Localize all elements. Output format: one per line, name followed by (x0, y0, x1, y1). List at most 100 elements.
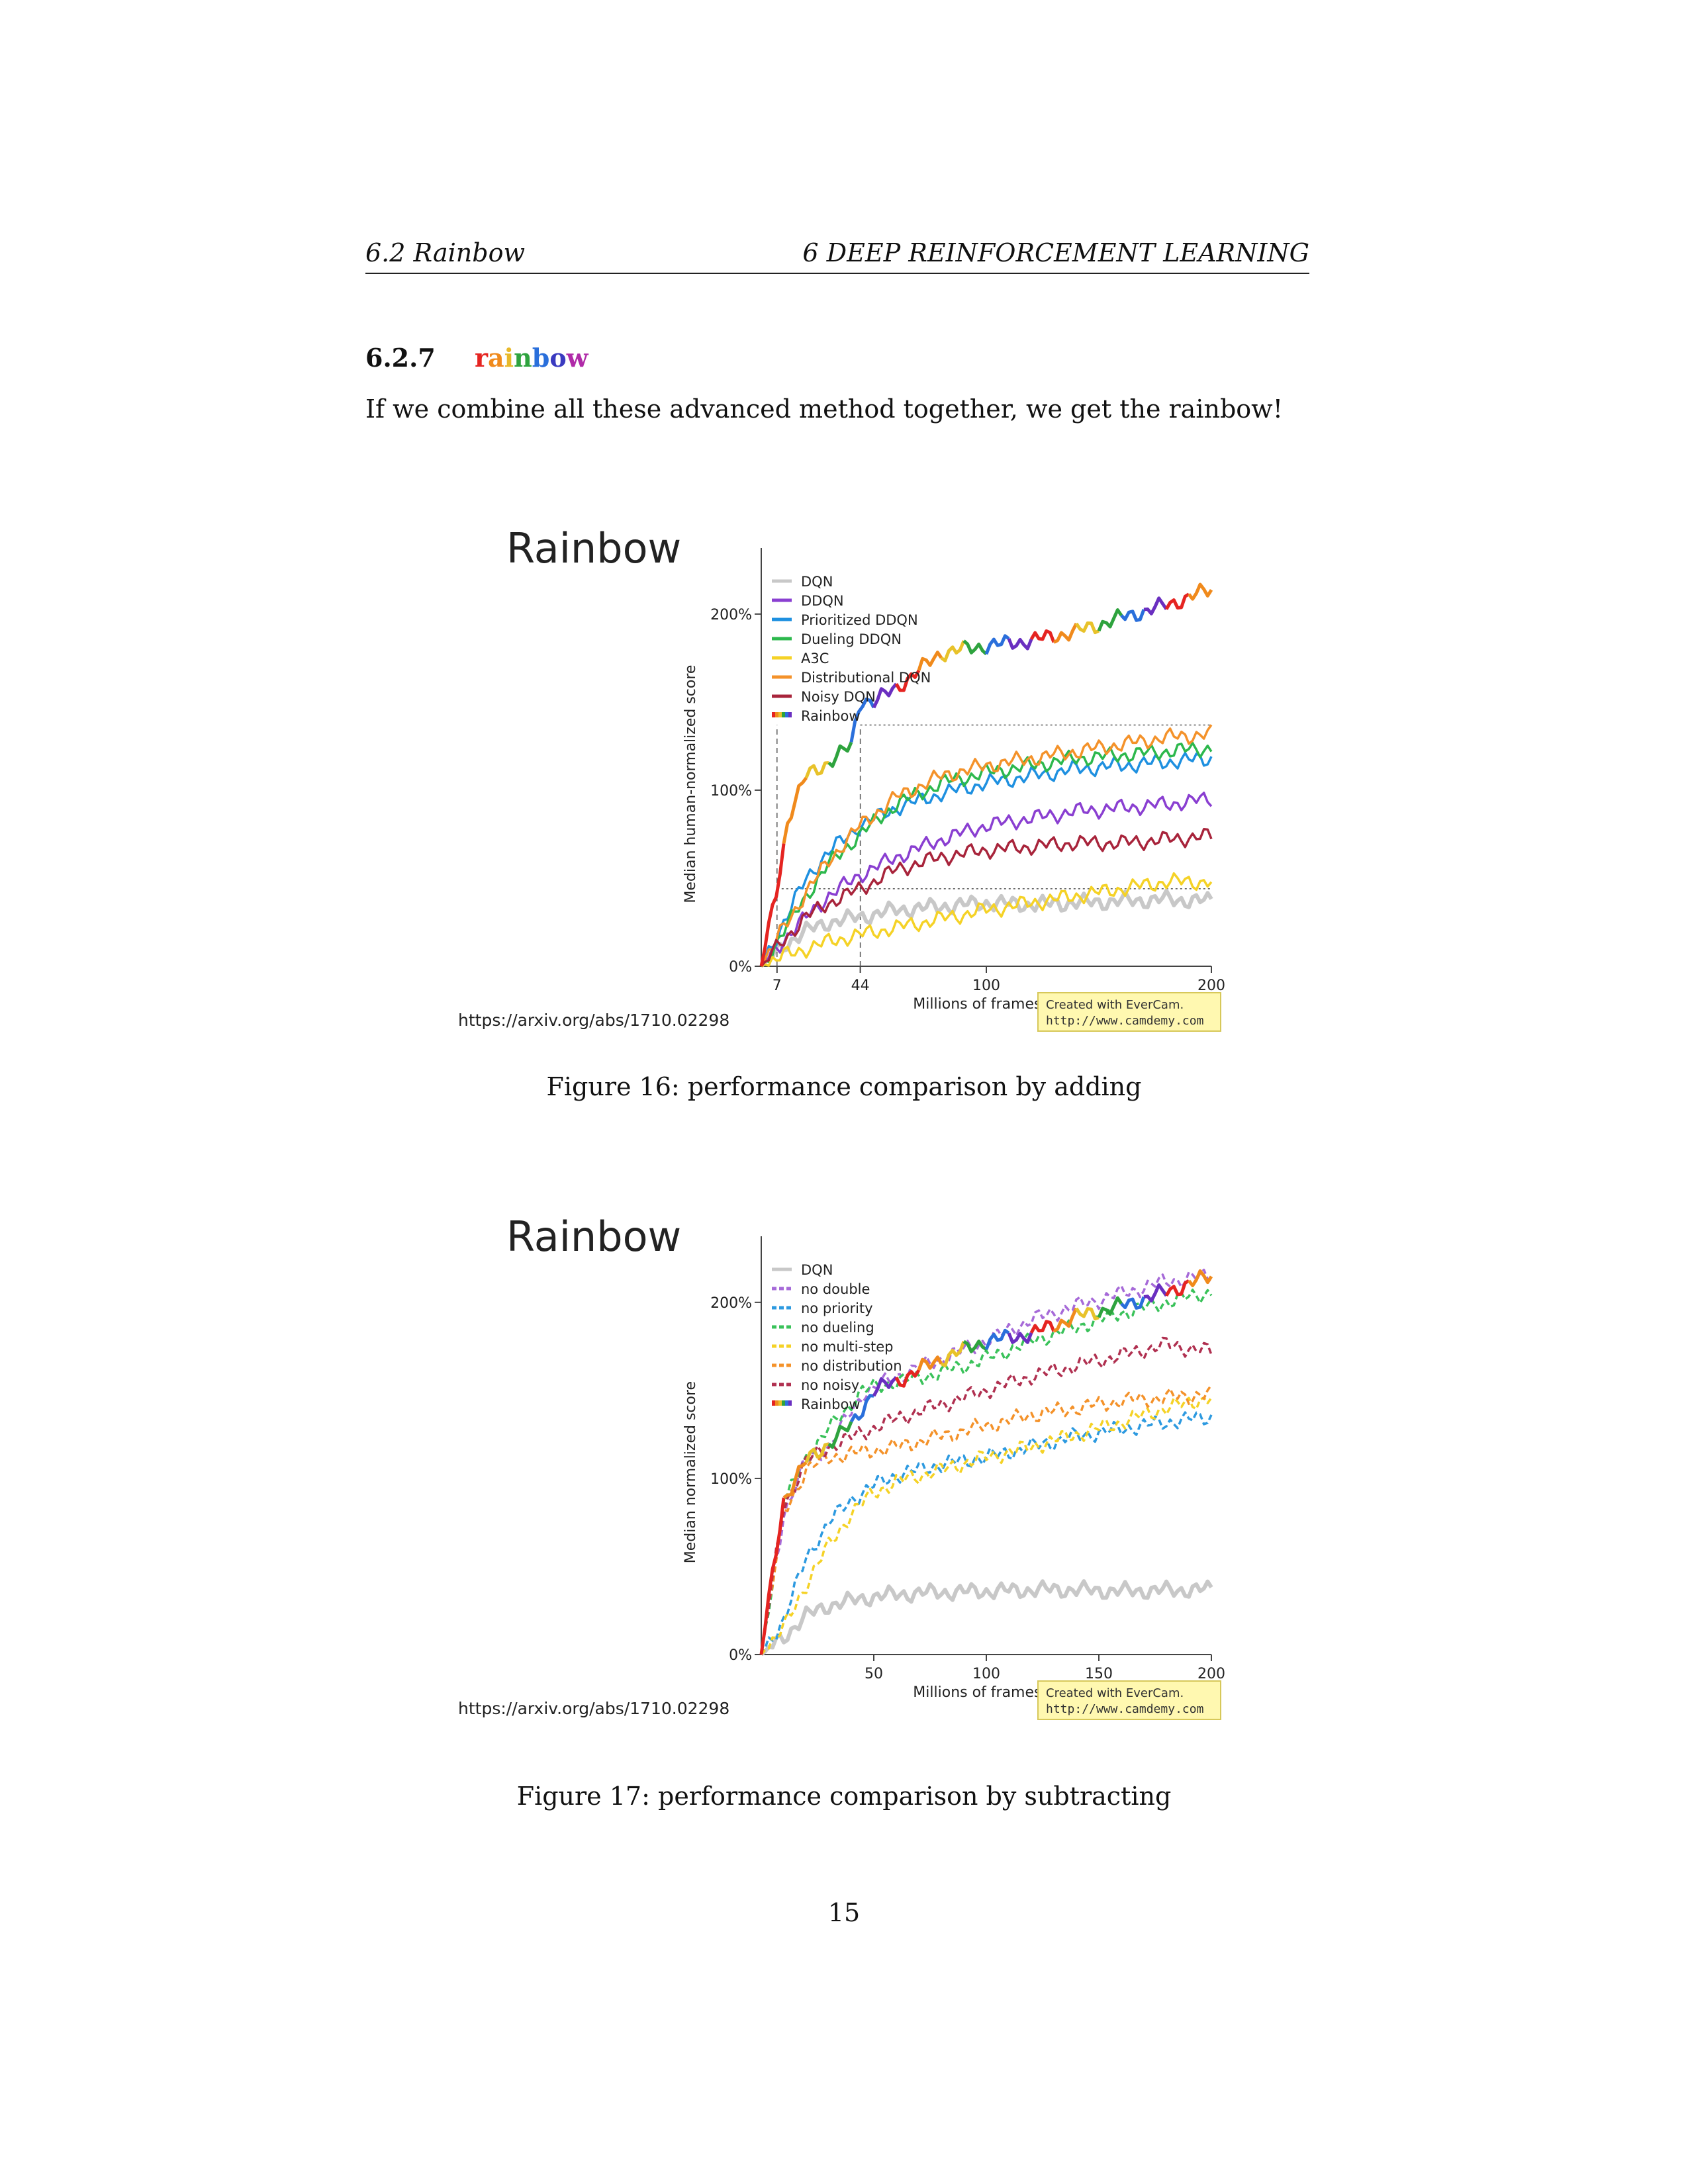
series-line-rainbow (827, 1421, 853, 1449)
legend-label: Distributional DQN (801, 670, 931, 686)
series-line-rainbow (1029, 629, 1056, 643)
series-line-rainbow (849, 1394, 874, 1423)
figure-17: Rainbow https://arxiv.org/abs/1710.02298 0… (424, 1191, 1238, 1734)
legend-label: A3C (801, 651, 829, 666)
series-line-rainbow (804, 760, 829, 779)
series-line-rainbow (1120, 1296, 1146, 1310)
figure-17-caption: Figure 17: performance comparison by sub… (516, 1782, 1172, 1811)
legend-label: no distribution (801, 1358, 902, 1374)
x-tick-label: 44 (851, 978, 870, 994)
x-tick-label: 150 (1085, 1666, 1113, 1682)
series-line-rainbow (782, 1461, 808, 1499)
section-heading: 6.2.7 rainbow (365, 343, 588, 373)
series-line-rainbow (917, 1355, 943, 1371)
y-tick-label: 0% (729, 1647, 752, 1664)
legend-label: Dueling DDQN (801, 631, 902, 647)
series-line-rainbow (1143, 596, 1168, 615)
series-line-rainbow (917, 651, 943, 671)
series-line-a3c (761, 872, 1213, 968)
series-line-rainbow (1164, 592, 1190, 610)
chart-source-url: https://arxiv.org/abs/1710.02298 (458, 1699, 729, 1718)
series-line-rainbow (1007, 637, 1033, 651)
series-line-rainbow (940, 1340, 966, 1368)
watermark-line-2: http://www.camdemy.com (1046, 1014, 1203, 1028)
series-line-rainbow (759, 1497, 786, 1655)
x-tick-label: 200 (1197, 978, 1225, 994)
running-header: 6.2 Rainbow 6 DEEP REINFORCEMENT LEARNIN… (365, 236, 1309, 274)
figure-16: Rainbow https://arxiv.org/abs/1710.02298 0… (424, 503, 1238, 1046)
chart-svg: Rainbow https://arxiv.org/abs/1710.02298 0… (458, 1212, 1225, 1720)
legend-label: Rainbow (801, 708, 861, 724)
chart-source-url: https://arxiv.org/abs/1710.02298 (458, 1011, 729, 1030)
legend-label: DQN (801, 574, 833, 590)
legend-label: Prioritized DDQN (801, 612, 918, 628)
legend-swatch-rainbow (772, 712, 775, 717)
x-axis-label: Millions of frames (913, 1684, 1041, 1701)
legend-swatch-rainbow (785, 1400, 788, 1406)
legend-label: Noisy DQN (801, 689, 876, 705)
series-line-dqn (760, 1579, 1213, 1657)
section-title-letter: b (532, 343, 550, 373)
legend-swatch-rainbow (782, 1400, 785, 1406)
series-line-rainbow (1188, 1269, 1213, 1288)
chart-title: Rainbow (506, 524, 681, 572)
series-line-rainbow (1074, 1307, 1100, 1321)
legend-label: DQN (801, 1262, 833, 1278)
section-title-letter: w (566, 343, 588, 373)
y-tick-label: 100% (710, 783, 752, 799)
y-tick-label: 100% (710, 1471, 752, 1488)
y-tick-label: 200% (710, 607, 752, 623)
x-tick-label: 7 (773, 978, 782, 994)
legend-swatch-rainbow (772, 1400, 775, 1406)
series-line-rainbow (1007, 1332, 1033, 1344)
series-line-rainbow (1143, 1283, 1168, 1303)
legend-swatch-rainbow (788, 1400, 792, 1406)
series-line-ddqn (760, 792, 1213, 968)
series-line-rainbow (1097, 1296, 1123, 1318)
series-line-rainbow (1053, 623, 1078, 644)
series-line-rainbow (759, 843, 786, 967)
legend-swatch-rainbow (775, 712, 778, 717)
legend-label: DDQN (801, 593, 844, 609)
series-line-rainbow (984, 1328, 1010, 1350)
y-tick-label: 0% (729, 959, 752, 976)
series-line-rainbow (962, 1340, 988, 1353)
series-line-rainbow (894, 1369, 921, 1388)
legend-label: no double (801, 1281, 870, 1297)
watermark-line-1: Created with EverCam. (1046, 1686, 1184, 1700)
legend-label: no multi-step (801, 1339, 894, 1355)
section-title-letter: r (475, 343, 489, 373)
series-line-no-multi-step (760, 1396, 1213, 1656)
series-line-rainbow (827, 741, 853, 768)
series-line-rainbow (1164, 1279, 1190, 1297)
series-line-rainbow (804, 1442, 829, 1463)
series-line-no-distribution (760, 1384, 1213, 1655)
watermark-line-1: Created with EverCam. (1046, 998, 1184, 1012)
y-tick-label: 200% (710, 1295, 752, 1312)
series-line-rainbow (940, 640, 966, 662)
series-line-rainbow (1188, 582, 1213, 601)
legend-label: no dueling (801, 1320, 874, 1336)
header-chapter: 6 DEEP REINFORCEMENT LEARNING (802, 238, 1309, 267)
section-title: rainbow (475, 343, 588, 373)
chart-title: Rainbow (506, 1212, 681, 1261)
section-title-letter: a (488, 343, 504, 373)
legend-label: no priority (801, 1300, 873, 1316)
chart-svg: Rainbow https://arxiv.org/abs/1710.02298 0… (458, 524, 1225, 1032)
series-line-rainbow (1053, 1307, 1078, 1333)
series-line-prioritized-ddqn (760, 752, 1213, 967)
series-line-rainbow (1074, 621, 1100, 635)
series-line-rainbow (962, 639, 988, 656)
section-number: 6.2.7 (365, 343, 436, 373)
figure-16-caption: Figure 16: performance comparison by add… (546, 1072, 1142, 1101)
watermark-box (1037, 992, 1221, 1032)
legend-label: no noisy (801, 1377, 859, 1393)
watermark-line-2: http://www.camdemy.com (1046, 1702, 1203, 1716)
y-axis-label: Median human-normalized score (682, 665, 699, 903)
page-number: 15 (827, 1898, 861, 1927)
series-line-rainbow (872, 682, 898, 709)
section-title-letter: o (549, 343, 567, 373)
x-tick-label: 100 (972, 978, 1000, 994)
legend-swatch-rainbow (782, 712, 785, 717)
series-line-distributional-dqn (760, 724, 1213, 967)
